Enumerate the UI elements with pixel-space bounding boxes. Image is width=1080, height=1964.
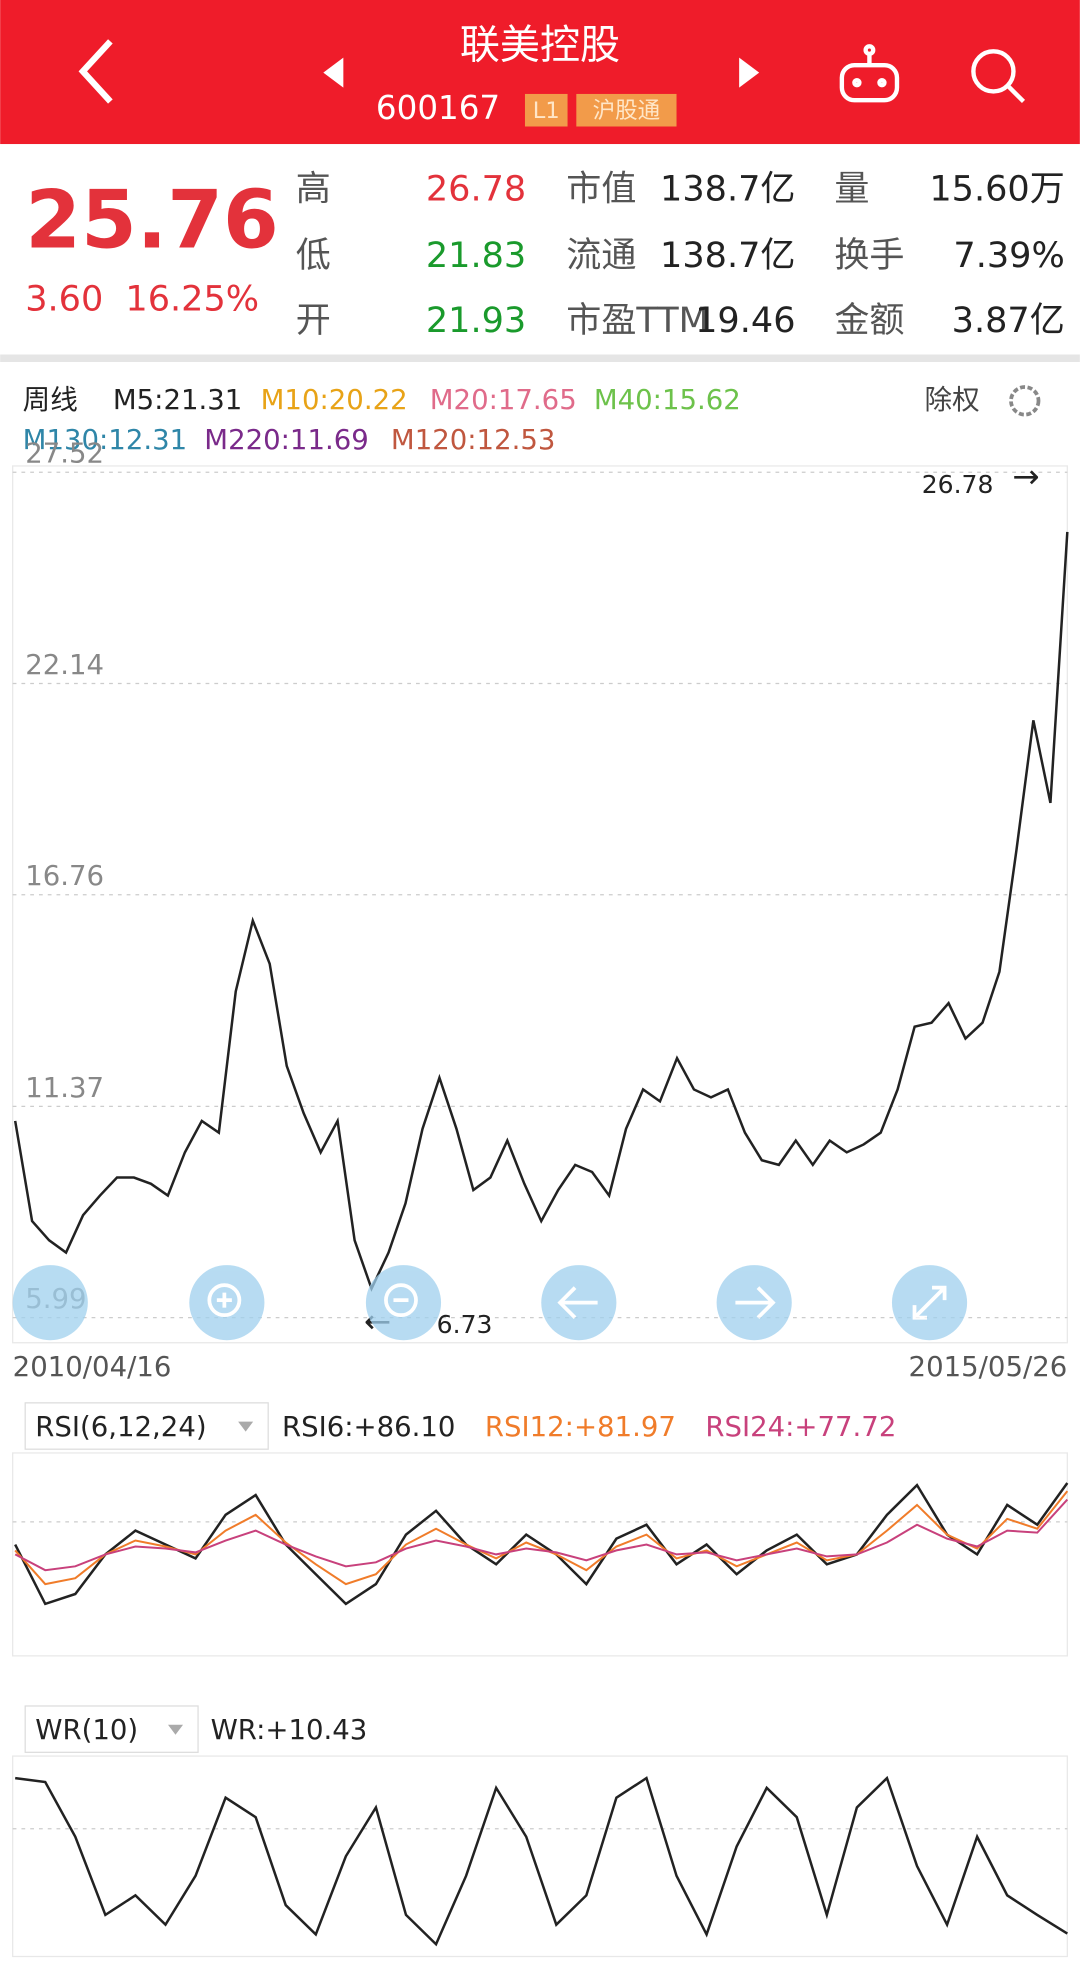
y-tick-label: 27.52	[25, 438, 104, 470]
stat-label: 低	[296, 235, 331, 276]
stat-label: 量	[834, 168, 869, 209]
legend-entry: RSI24:+77.72	[705, 1411, 896, 1443]
badge-text: 沪股通	[593, 98, 661, 124]
ma-legend-item: M120:12.53	[391, 424, 555, 456]
dropdown-arrow	[167, 1724, 184, 1735]
stock-name: 联美控股	[460, 23, 620, 69]
legend-entry: RSI12:+81.97	[485, 1411, 676, 1443]
stat-value: 26.78	[426, 168, 526, 209]
stat-value: 3.87亿	[952, 300, 1065, 341]
stat-value: 15.60万	[929, 168, 1064, 209]
stat-value: 21.93	[426, 300, 526, 341]
stat-label: 开	[296, 300, 331, 341]
y-tick-label: 16.76	[25, 860, 104, 892]
ma-legend-item: M40:15.62	[594, 384, 741, 416]
stat-value: 138.7亿	[660, 168, 795, 209]
next-stock[interactable]	[739, 57, 760, 88]
rsi-selector[interactable]	[24, 1402, 269, 1450]
stat-value: 21.83	[426, 235, 526, 276]
robot-icon[interactable]	[839, 44, 900, 103]
period-label: 周线	[23, 384, 78, 416]
badge-text: L1	[533, 98, 560, 124]
stat-label: 金额	[834, 300, 904, 341]
price-frame	[12, 465, 1068, 1344]
high-annotation: 26.78	[922, 470, 994, 499]
zoom-out-button[interactable]	[365, 1265, 442, 1341]
rsi-indicator: RSI(6,12,24)	[35, 1411, 206, 1443]
adjust-toggle[interactable]: 除权	[925, 384, 980, 416]
data-line	[14, 1498, 1069, 1572]
stat-label: 高	[296, 168, 331, 209]
wr-selector[interactable]	[24, 1705, 199, 1753]
dropdown-arrow	[238, 1421, 254, 1432]
stat-label: 流通	[566, 235, 636, 276]
price-change: 3.60	[25, 279, 103, 320]
ma-legend-item: M220:11.69	[204, 424, 368, 456]
wr-chart: WR:+10.43	[15, 1714, 1068, 1947]
legend-entry: RSI6:+86.10	[282, 1411, 456, 1443]
rsi-frame	[12, 1452, 1068, 1657]
y-tick-label: 22.14	[25, 649, 104, 681]
x-end-date: 2015/05/26	[909, 1351, 1068, 1383]
stat-value: 7.39%	[953, 235, 1064, 276]
last-price: 25.76	[25, 173, 279, 266]
scroll-left-button[interactable]	[12, 1265, 88, 1341]
stats: 高 26.78 市值 138.7亿量 15.60万低 21.83 流通 138.7亿 换手 7.3…	[296, 168, 1065, 341]
wr-indicator: WR(10)	[35, 1714, 138, 1746]
chart-controls	[12, 1265, 968, 1341]
stat-label: 市盈TTM	[566, 300, 709, 341]
stat-label: 换手	[834, 235, 904, 276]
price-change-pct: 16.25%	[125, 279, 259, 320]
ma-legend-item: M130:12.31	[23, 424, 188, 456]
back-button[interactable]	[78, 39, 113, 104]
data-line	[13, 531, 1069, 1292]
zoom-in-button[interactable]	[189, 1265, 265, 1341]
rsi-chart: RSI6:+86.10 RSI12:+81.97 RSI24:+77.72	[14, 1411, 1069, 1606]
stock-code: 600167	[376, 89, 500, 127]
stat-value: 19.46	[695, 300, 795, 341]
search-icon[interactable]	[971, 49, 1026, 104]
legend-entry: WR:+10.43	[211, 1714, 368, 1746]
prev-stock[interactable]	[323, 57, 344, 88]
high-arrow: →	[1012, 457, 1039, 495]
x-start-date: 2010/04/16	[13, 1351, 172, 1383]
ma-legend-item: M10:20.22	[261, 384, 408, 416]
wr-frame	[12, 1755, 1068, 1958]
badge	[576, 93, 677, 127]
data-line	[14, 1490, 1069, 1586]
settings-icon[interactable]	[1009, 385, 1041, 417]
low-annotation: 6.73	[437, 1310, 493, 1339]
stat-value: 138.7亿	[660, 235, 795, 276]
stat-label: 市值	[566, 168, 636, 209]
ma-legend-item: M5:21.31	[113, 384, 242, 416]
data-line	[15, 1775, 1068, 1947]
badge	[524, 93, 568, 127]
ma-legend-item: M20:17.65	[430, 384, 577, 416]
y-tick-label: 11.37	[25, 1072, 104, 1104]
data-line	[14, 1482, 1069, 1606]
ma-legend: M5:21.31 M10:20.22 M20:17.65 M40:15.62 M130:…	[23, 384, 741, 456]
